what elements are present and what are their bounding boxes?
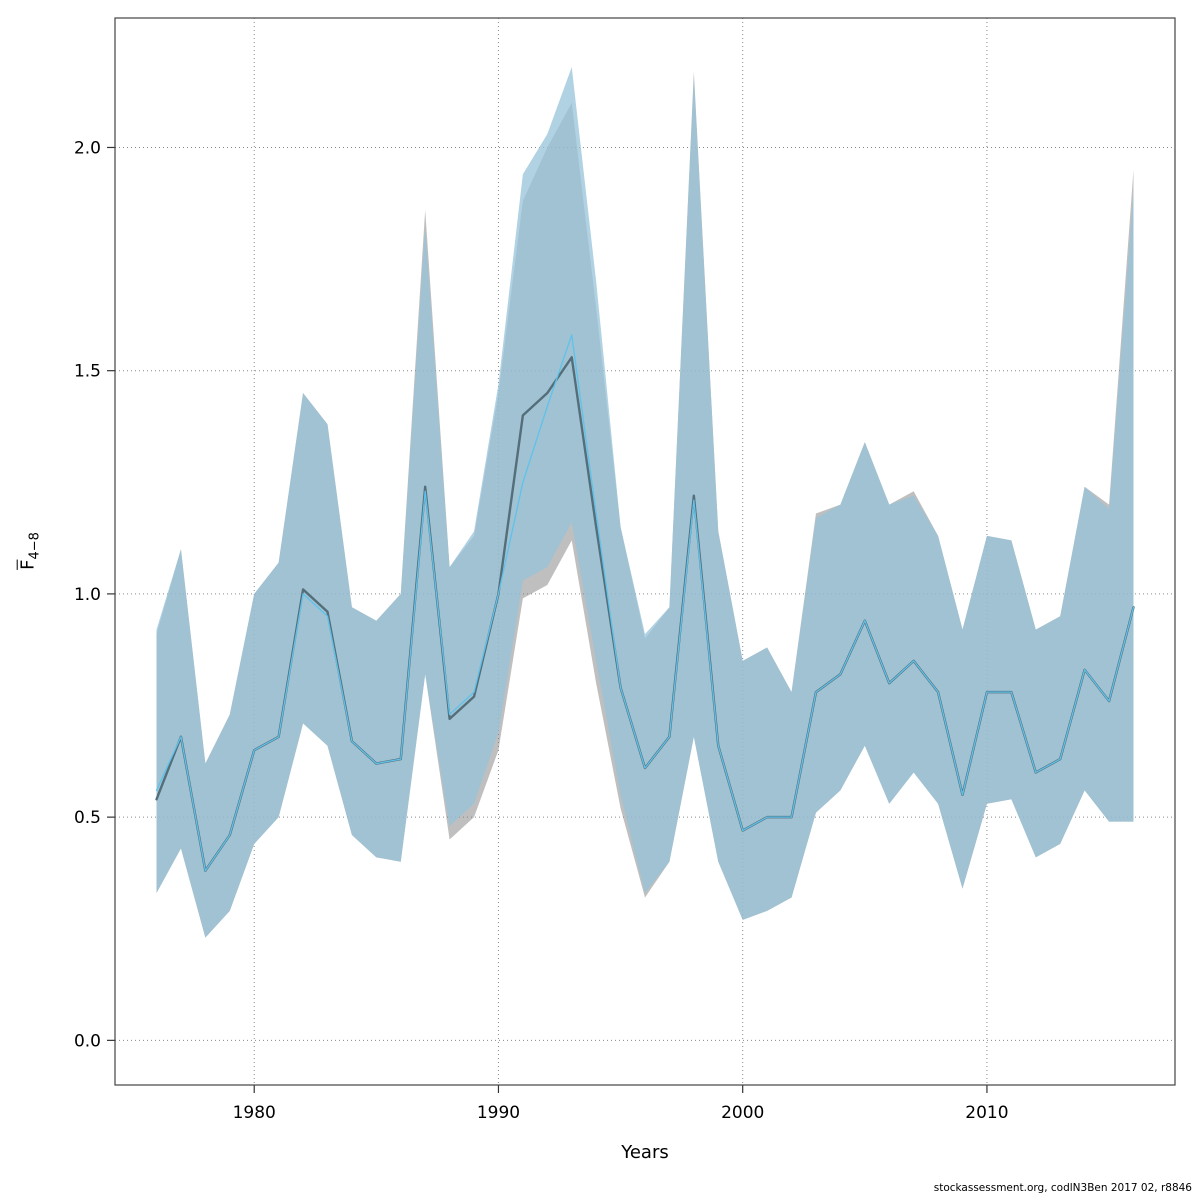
x-tick-label: 2000 [721, 1103, 764, 1123]
y-tick-label: 1.5 [74, 362, 101, 382]
attribution-text: stockassessment.org, codlN3Ben 2017 02, … [933, 1182, 1192, 1194]
y-tick-label: 0.5 [74, 808, 101, 828]
current-run-confidence-band [156, 67, 1134, 938]
y-axis-label-subscript: 4−8 [27, 532, 43, 560]
current-run-mean-line [155, 334, 1135, 872]
y-axis-label: F4−8 [18, 532, 43, 570]
x-tick-label: 1980 [233, 1103, 276, 1123]
x-axis-label: Years [621, 1142, 669, 1163]
y-tick-label: 0.0 [74, 1031, 101, 1051]
x-tick-label: 2010 [965, 1103, 1008, 1123]
y-axis-label-symbol: F [17, 559, 39, 570]
y-tick-label: 2.0 [74, 138, 101, 158]
x-tick-label: 1990 [477, 1103, 520, 1123]
y-tick-label: 1.0 [74, 585, 101, 605]
plot-border [114, 17, 1176, 1086]
